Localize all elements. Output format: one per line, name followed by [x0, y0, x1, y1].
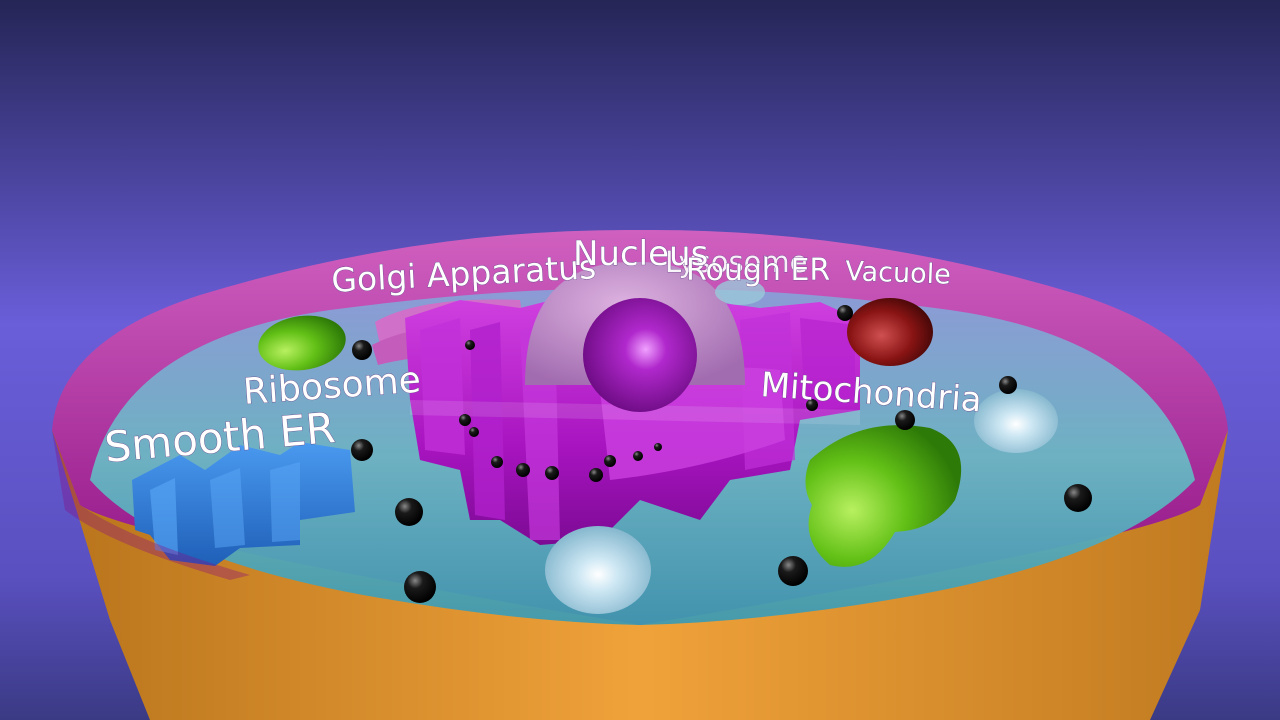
ribosome: [589, 468, 603, 482]
label-vacuole: Vacuole: [845, 256, 952, 291]
ribosome: [806, 399, 818, 411]
ribosome: [491, 456, 503, 468]
lysosome: [545, 526, 651, 614]
ribosome: [351, 439, 373, 461]
ribosome: [895, 410, 915, 430]
ribosome: [633, 451, 643, 461]
ribosome: [837, 305, 853, 321]
ribosome: [516, 463, 530, 477]
ribosome: [395, 498, 423, 526]
ribosome: [999, 376, 1017, 394]
vacuole: [847, 298, 933, 366]
ribosome: [352, 340, 372, 360]
ribosome: [1064, 484, 1092, 512]
ribosome: [604, 455, 616, 467]
ribosome: [469, 427, 479, 437]
label-lysosome: Lysosome: [665, 245, 807, 279]
cell-membrane-edge: [52, 430, 250, 580]
label-nucleus: Nucleus: [573, 234, 708, 274]
ribosome: [459, 414, 471, 426]
ribosome: [545, 466, 559, 480]
ribosomes: [351, 305, 1092, 603]
smooth-er: [132, 442, 355, 566]
label-rough-er: Rough ER: [686, 253, 830, 288]
lysosome: [715, 279, 765, 305]
ribosome: [465, 340, 475, 350]
ribosome: [404, 571, 436, 603]
ribosome: [778, 556, 808, 586]
mitochondrion-small: [258, 315, 346, 371]
lysosome: [974, 389, 1058, 453]
rough-er: [405, 298, 860, 545]
ribosome: [654, 443, 662, 451]
mitochondrion-large: [805, 425, 962, 567]
nucleolus: [583, 298, 697, 412]
